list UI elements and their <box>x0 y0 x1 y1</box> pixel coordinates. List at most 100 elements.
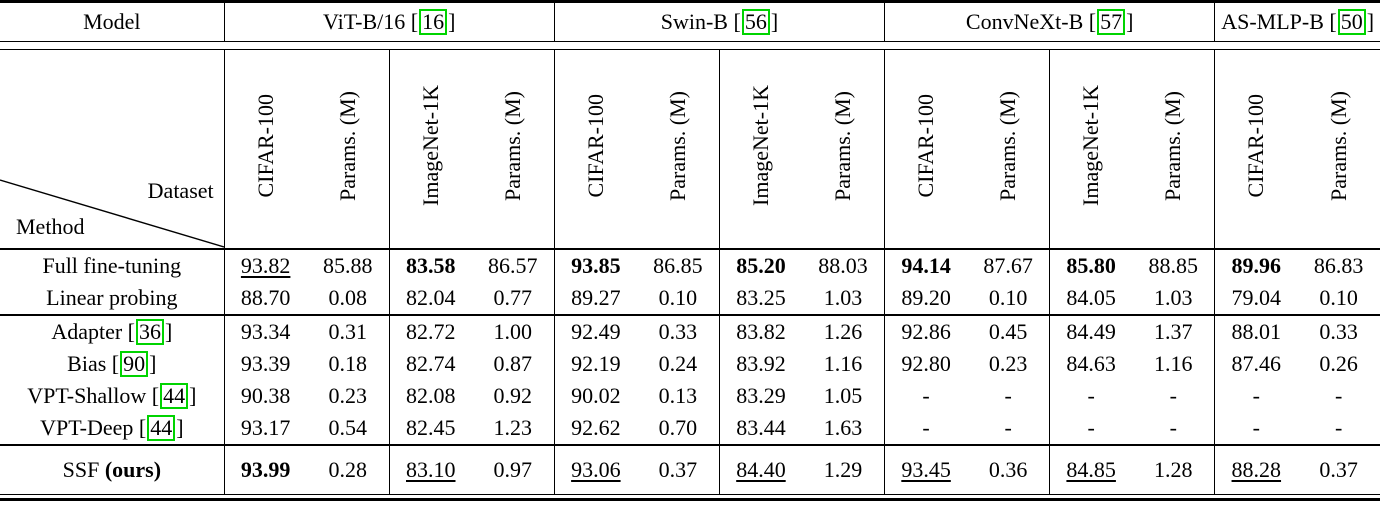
citation-vit[interactable]: 16 <box>419 8 448 35</box>
metric-cell: 86.57 <box>488 252 538 278</box>
bracket-open: [ <box>151 382 160 408</box>
bracket-close: ] <box>1126 8 1134 34</box>
metric-cell: 92.49 <box>553 315 637 348</box>
metric-cell: 0.45 <box>988 318 1028 344</box>
metric-cell: 90.38 <box>223 380 307 412</box>
metric-cell: 1.63 <box>801 412 885 446</box>
group-name: Swin-B <box>660 8 728 34</box>
metric-cell: 88.28 <box>1214 445 1298 495</box>
model-header-row: Model ViT-B/16 [16] Swin-B [56] ConvNeXt… <box>0 1 1380 42</box>
metric-cell: 82.72 <box>388 315 472 348</box>
metric-cell: 1.23 <box>471 412 555 446</box>
metric-cell: 1.03 <box>1132 282 1215 316</box>
metric-cell: 92.80 <box>884 348 968 380</box>
group-header-asmlp: AS-MLP-B [50] <box>1214 1 1380 42</box>
metric-cell: 0.23 <box>328 382 367 408</box>
metric-cell: 0.10 <box>636 282 720 316</box>
column-header-params: Params. (M) <box>306 49 390 250</box>
metric-cell: 0.10 <box>967 282 1050 316</box>
metric-cell: 1.37 <box>1153 318 1193 344</box>
bracket-close: ] <box>770 8 779 34</box>
metric-cell: 93.99 <box>223 445 307 495</box>
metric-cell: - <box>1297 412 1380 446</box>
column-header-cifar100: CIFAR-100 <box>553 49 637 250</box>
bracket-close: ] <box>1366 8 1375 34</box>
citation-adapter[interactable]: 36 <box>136 318 164 345</box>
bracket-close: ] <box>149 350 157 376</box>
metric-cell: 84.05 <box>1049 282 1133 316</box>
citation-vpt-shallow[interactable]: 44 <box>160 382 189 409</box>
bracket-open: [ <box>1088 8 1097 34</box>
model-label: Model <box>83 8 141 34</box>
metric-cell: 0.26 <box>1319 350 1358 376</box>
metric-cell: 83.92 <box>718 348 802 380</box>
metric-cell: 92.86 <box>884 315 968 348</box>
metric-cell: 94.14 <box>884 249 968 282</box>
column-header-cifar100: CIFAR-100 <box>223 49 307 250</box>
metric-cell: 83.44 <box>718 412 802 446</box>
metric-cell: 84.49 <box>1049 315 1133 348</box>
metric-cell: 90.02 <box>553 380 637 412</box>
bracket-close: ] <box>448 8 456 34</box>
row-vpt-deep: VPT-Deep [44] 93.17 0.54 82.45 1.23 92.6… <box>0 412 1380 446</box>
metric-cell: 87.46 <box>1214 348 1298 380</box>
column-header-imagenet1k: ImageNet-1K <box>718 49 802 250</box>
citation-convnext[interactable]: 57 <box>1097 8 1126 35</box>
metric-cell: 83.82 <box>718 315 802 348</box>
metric-cell: 93.06 <box>553 445 637 495</box>
metric-cell: 1.16 <box>1153 350 1193 376</box>
metric-cell: 92.19 <box>553 348 637 380</box>
bracket-open: [ <box>127 318 135 344</box>
metric-cell: 88.01 <box>1214 315 1298 348</box>
dataset-method-diagonal-cell: Dataset Method <box>0 49 225 250</box>
metric-cell: 1.29 <box>801 445 885 495</box>
group-name: ViT-B/16 <box>323 8 406 34</box>
metric-cell: 1.26 <box>823 318 863 344</box>
group-header-convnext: ConvNeXt-B [57] <box>884 1 1215 42</box>
bracket-open: [ <box>410 8 419 34</box>
metric-cell: 85.80 <box>1049 249 1133 282</box>
bracket-close: ] <box>165 318 173 344</box>
dataset-header-row: Dataset Method CIFAR-100 Params. (M) Ima… <box>0 49 1380 250</box>
metric-cell: 0.33 <box>658 318 698 344</box>
bottom-rule-gap <box>0 495 1380 500</box>
row-bias: Bias [90] 93.39 0.18 82.74 0.87 92.19 0.… <box>0 348 1380 380</box>
citation-vpt-deep[interactable]: 44 <box>147 414 176 441</box>
citation-swin[interactable]: 56 <box>741 8 770 35</box>
column-header-params: Params. (M) <box>636 49 720 250</box>
metric-cell: 0.92 <box>493 382 533 408</box>
metric-cell: 0.10 <box>1297 282 1380 316</box>
metric-cell: 86.85 <box>653 252 703 278</box>
metric-cell: 87.67 <box>983 252 1033 278</box>
metric-cell: 0.31 <box>328 318 367 344</box>
group-header-vit: ViT-B/16 [16] <box>223 1 555 42</box>
bracket-close: ] <box>176 414 184 440</box>
model-column-header: Model <box>0 2 224 42</box>
group-name: AS-MLP-B <box>1221 8 1324 34</box>
method-cell: Full fine-tuning <box>42 252 182 278</box>
metric-cell: - <box>1214 380 1298 412</box>
metric-cell: 1.03 <box>801 282 885 316</box>
metric-cell: 82.04 <box>388 282 472 316</box>
metric-cell: 82.45 <box>388 412 472 446</box>
bracket-open: [ <box>111 350 120 376</box>
metric-cell: - <box>1049 380 1133 412</box>
metric-cell: - <box>1335 382 1343 408</box>
metric-cell: 0.24 <box>658 350 698 376</box>
bracket-open: [ <box>1329 8 1337 34</box>
metric-cell: 83.10 <box>388 445 472 495</box>
method-cell: Linear probing <box>0 282 225 316</box>
method-cell: Adapter [36] <box>51 318 173 345</box>
metric-cell: 0.36 <box>967 445 1050 495</box>
metric-cell: 0.87 <box>493 350 533 376</box>
diagonal-line <box>0 179 224 248</box>
row-full-fine-tuning: Full fine-tuning 93.82 85.88 83.58 86.57… <box>0 249 1380 282</box>
row-vpt-shallow: VPT-Shallow [44] 90.38 0.23 82.08 0.92 9… <box>0 380 1380 412</box>
bracket-open: [ <box>138 414 147 440</box>
metric-cell: 0.13 <box>658 382 698 408</box>
citation-asmlp[interactable]: 50 <box>1337 8 1366 35</box>
column-header-params: Params. (M) <box>801 49 885 250</box>
citation-bias[interactable]: 90 <box>120 350 149 377</box>
metric-cell: 93.82 <box>223 249 307 282</box>
